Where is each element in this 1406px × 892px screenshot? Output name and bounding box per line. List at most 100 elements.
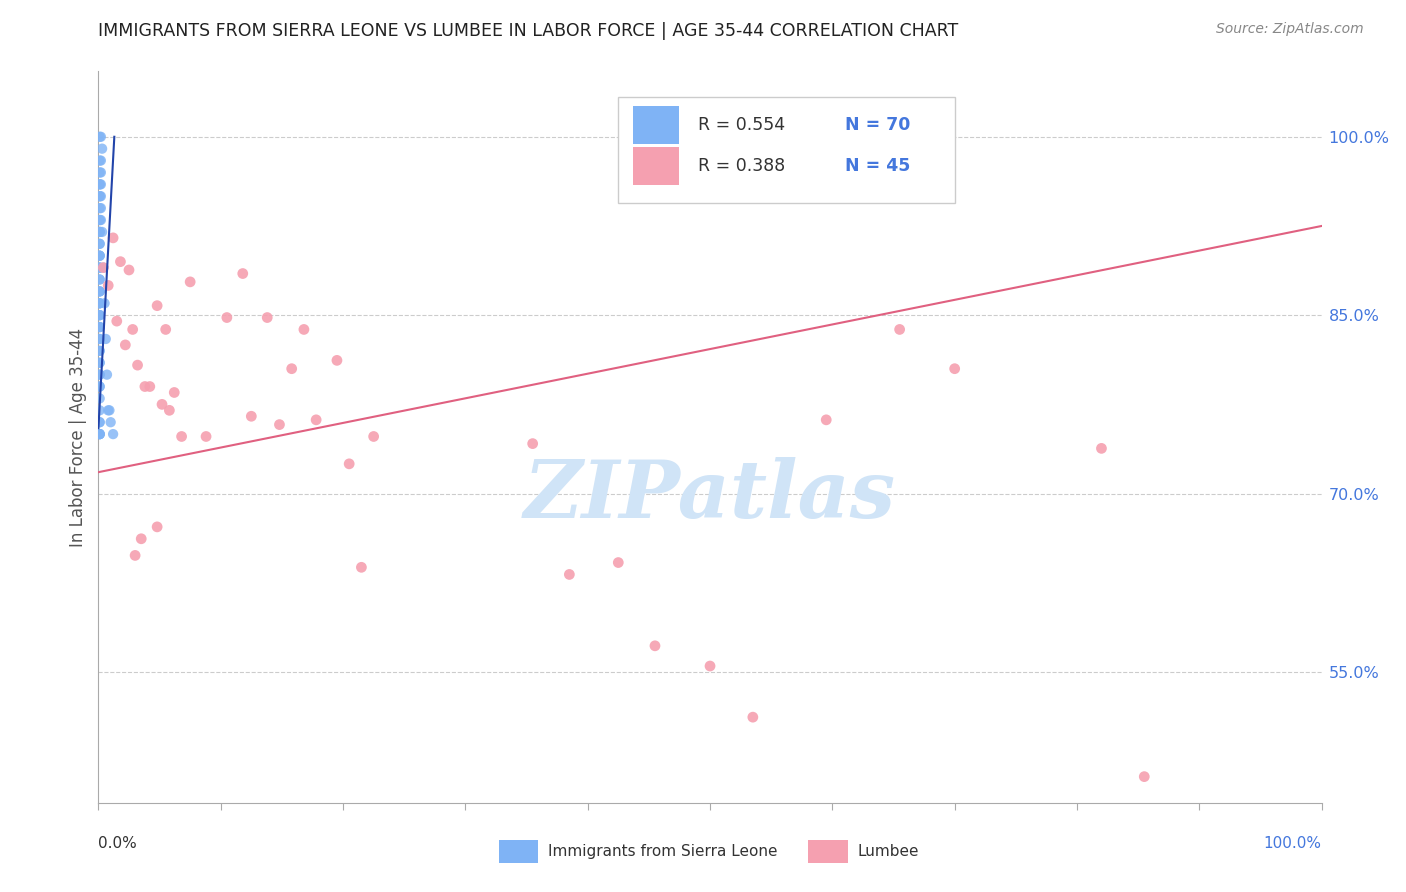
Point xyxy=(89,368,111,382)
Point xyxy=(134,379,156,393)
Point xyxy=(89,272,111,286)
Point xyxy=(89,236,111,251)
Point xyxy=(89,320,111,334)
Point xyxy=(94,332,117,346)
Text: R = 0.388: R = 0.388 xyxy=(697,158,785,176)
Point xyxy=(89,356,111,370)
Point xyxy=(326,353,349,368)
Point xyxy=(90,213,112,227)
Point xyxy=(91,260,114,275)
Point xyxy=(98,403,121,417)
Point xyxy=(889,322,911,336)
Point xyxy=(118,263,141,277)
Point xyxy=(89,260,111,275)
Point xyxy=(305,413,328,427)
FancyBboxPatch shape xyxy=(619,97,955,203)
Point xyxy=(89,189,111,203)
Point xyxy=(155,322,177,336)
Point xyxy=(89,308,111,322)
Point xyxy=(89,356,111,370)
Point xyxy=(89,249,111,263)
Point xyxy=(89,236,111,251)
Point xyxy=(522,436,544,450)
Point xyxy=(89,165,111,179)
Point xyxy=(89,320,111,334)
Point xyxy=(89,225,111,239)
Point xyxy=(101,427,124,442)
Text: N = 45: N = 45 xyxy=(845,158,910,176)
Point xyxy=(89,272,111,286)
Point xyxy=(146,299,169,313)
Point xyxy=(280,361,302,376)
Point xyxy=(89,260,111,275)
Text: 0.0%: 0.0% xyxy=(98,836,138,851)
Y-axis label: In Labor Force | Age 35-44: In Labor Force | Age 35-44 xyxy=(69,327,87,547)
Point xyxy=(170,429,193,443)
Point xyxy=(240,409,263,424)
Point xyxy=(163,385,186,400)
Point xyxy=(89,415,111,429)
Point xyxy=(89,285,111,299)
Point xyxy=(89,332,111,346)
Point xyxy=(363,429,385,443)
Point xyxy=(89,379,111,393)
Point xyxy=(96,368,118,382)
Point xyxy=(90,165,112,179)
Text: ZIPatlas: ZIPatlas xyxy=(524,457,896,534)
Point xyxy=(89,249,111,263)
Point xyxy=(90,153,112,168)
FancyBboxPatch shape xyxy=(633,106,679,144)
Text: Immigrants from Sierra Leone: Immigrants from Sierra Leone xyxy=(548,845,778,859)
Point xyxy=(93,296,115,310)
Point xyxy=(90,178,112,192)
Text: N = 70: N = 70 xyxy=(845,116,910,134)
Point xyxy=(89,392,111,406)
Point xyxy=(97,278,120,293)
Point xyxy=(337,457,360,471)
Point xyxy=(146,520,169,534)
Text: IMMIGRANTS FROM SIERRA LEONE VS LUMBEE IN LABOR FORCE | AGE 35-44 CORRELATION CH: IMMIGRANTS FROM SIERRA LEONE VS LUMBEE I… xyxy=(98,22,959,40)
Point xyxy=(179,275,201,289)
Point xyxy=(89,320,111,334)
Point xyxy=(89,129,111,144)
Point xyxy=(91,225,114,239)
Point xyxy=(157,403,180,417)
Point xyxy=(89,213,111,227)
Text: 100.0%: 100.0% xyxy=(1264,836,1322,851)
Point xyxy=(699,659,721,673)
Point xyxy=(89,285,111,299)
Point xyxy=(89,308,111,322)
Point xyxy=(90,129,112,144)
Point xyxy=(89,427,111,442)
Point xyxy=(89,260,111,275)
Point xyxy=(89,296,111,310)
Point xyxy=(292,322,315,336)
Point xyxy=(150,397,173,411)
Point xyxy=(89,178,111,192)
Point xyxy=(89,249,111,263)
Point xyxy=(114,338,136,352)
Point xyxy=(129,532,152,546)
Point xyxy=(89,225,111,239)
Point xyxy=(91,142,114,156)
Point xyxy=(350,560,373,574)
Point xyxy=(121,322,143,336)
Point xyxy=(195,429,218,443)
Text: Source: ZipAtlas.com: Source: ZipAtlas.com xyxy=(1216,22,1364,37)
Point xyxy=(105,314,128,328)
Point xyxy=(269,417,291,432)
Point xyxy=(110,254,132,268)
Point xyxy=(89,296,111,310)
Point xyxy=(558,567,581,582)
Point xyxy=(124,549,146,563)
Point xyxy=(89,368,111,382)
Point xyxy=(89,332,111,346)
Point xyxy=(256,310,278,325)
Point xyxy=(89,415,111,429)
Point xyxy=(97,403,120,417)
Text: Lumbee: Lumbee xyxy=(858,845,920,859)
Point xyxy=(89,427,111,442)
Point xyxy=(89,178,111,192)
Point xyxy=(89,427,111,442)
Text: R = 0.554: R = 0.554 xyxy=(697,116,785,134)
